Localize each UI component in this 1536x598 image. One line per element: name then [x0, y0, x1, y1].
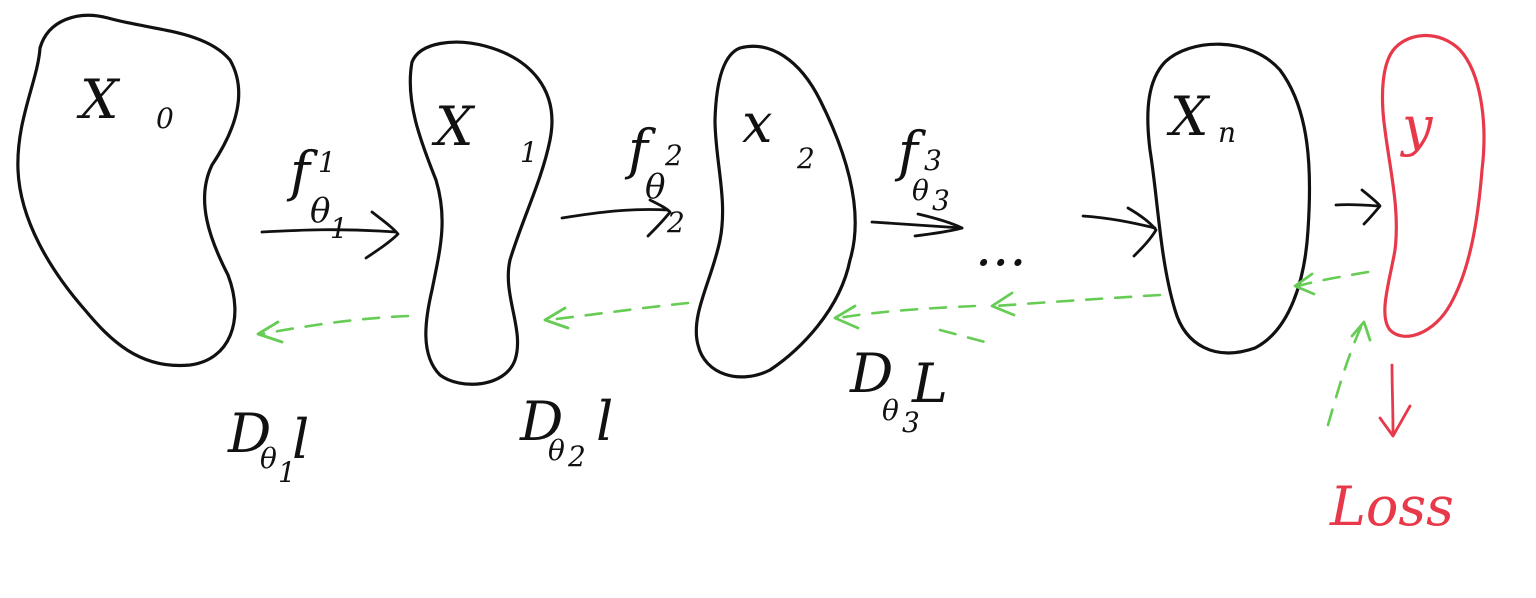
grad-theta-sub-1: 1	[278, 456, 296, 489]
theta2-sub: 2	[666, 206, 685, 239]
blob-x1	[408, 40, 554, 386]
theta2-label: θ	[645, 167, 665, 207]
ellipsis: ...	[975, 215, 1027, 278]
forward-arrow-5	[1334, 188, 1382, 226]
node-label-x1: X	[431, 95, 476, 158]
node-sub-xn: n	[1218, 116, 1236, 149]
f3-sub: 3	[924, 144, 942, 177]
grad-theta-sub-2: 2	[567, 440, 586, 473]
theta1-label: θ	[310, 191, 330, 231]
grad-arrow-4	[990, 291, 1162, 317]
grad-arrow-loss	[1326, 320, 1372, 427]
forward-arrow-4	[1081, 206, 1158, 258]
grad-l-3: L	[911, 352, 948, 415]
grad-theta-sub-3: 3	[902, 406, 920, 439]
blob-x2	[694, 44, 857, 379]
grad-l-1: l	[292, 408, 309, 471]
grad-label-3: D	[849, 342, 893, 405]
blob-y	[1380, 34, 1486, 338]
node-sub-x1: 1	[520, 136, 538, 169]
theta3-sub: 3	[932, 184, 950, 217]
node-label-x0: X	[76, 68, 121, 131]
f1-sub: 1	[318, 146, 336, 179]
node-sub-x2: 2	[796, 142, 815, 175]
forward-arrow-2	[560, 198, 672, 238]
grad-label-2: D	[519, 390, 563, 453]
blob-x0	[16, 13, 241, 368]
blob-xn	[1146, 42, 1312, 355]
node-label-x2: x	[742, 92, 772, 155]
grad-arrow-5	[1293, 270, 1370, 296]
grad-arrow-2	[543, 301, 690, 330]
grad-label-1: D	[227, 402, 271, 465]
theta1-sub: 1	[330, 212, 348, 245]
grad-arrow-1	[256, 314, 410, 344]
node-label-xn: X	[1166, 85, 1211, 148]
node-sub-x0: 0	[156, 102, 174, 135]
f2-sub: 2	[664, 139, 683, 172]
grad-theta-2: θ	[548, 434, 565, 467]
loss-arrow	[1378, 363, 1412, 438]
theta3-label: θ	[912, 174, 929, 207]
grad-theta-3: θ	[882, 394, 899, 427]
loss-label: Loss	[1329, 475, 1454, 538]
grad-theta-1: θ	[260, 442, 277, 475]
node-label-y: y	[1400, 95, 1434, 158]
grad-l-2: l	[596, 390, 613, 453]
grad-arrow-3	[833, 304, 987, 344]
forward-arrow-1	[260, 210, 400, 260]
forward-arrow-3	[870, 212, 964, 238]
